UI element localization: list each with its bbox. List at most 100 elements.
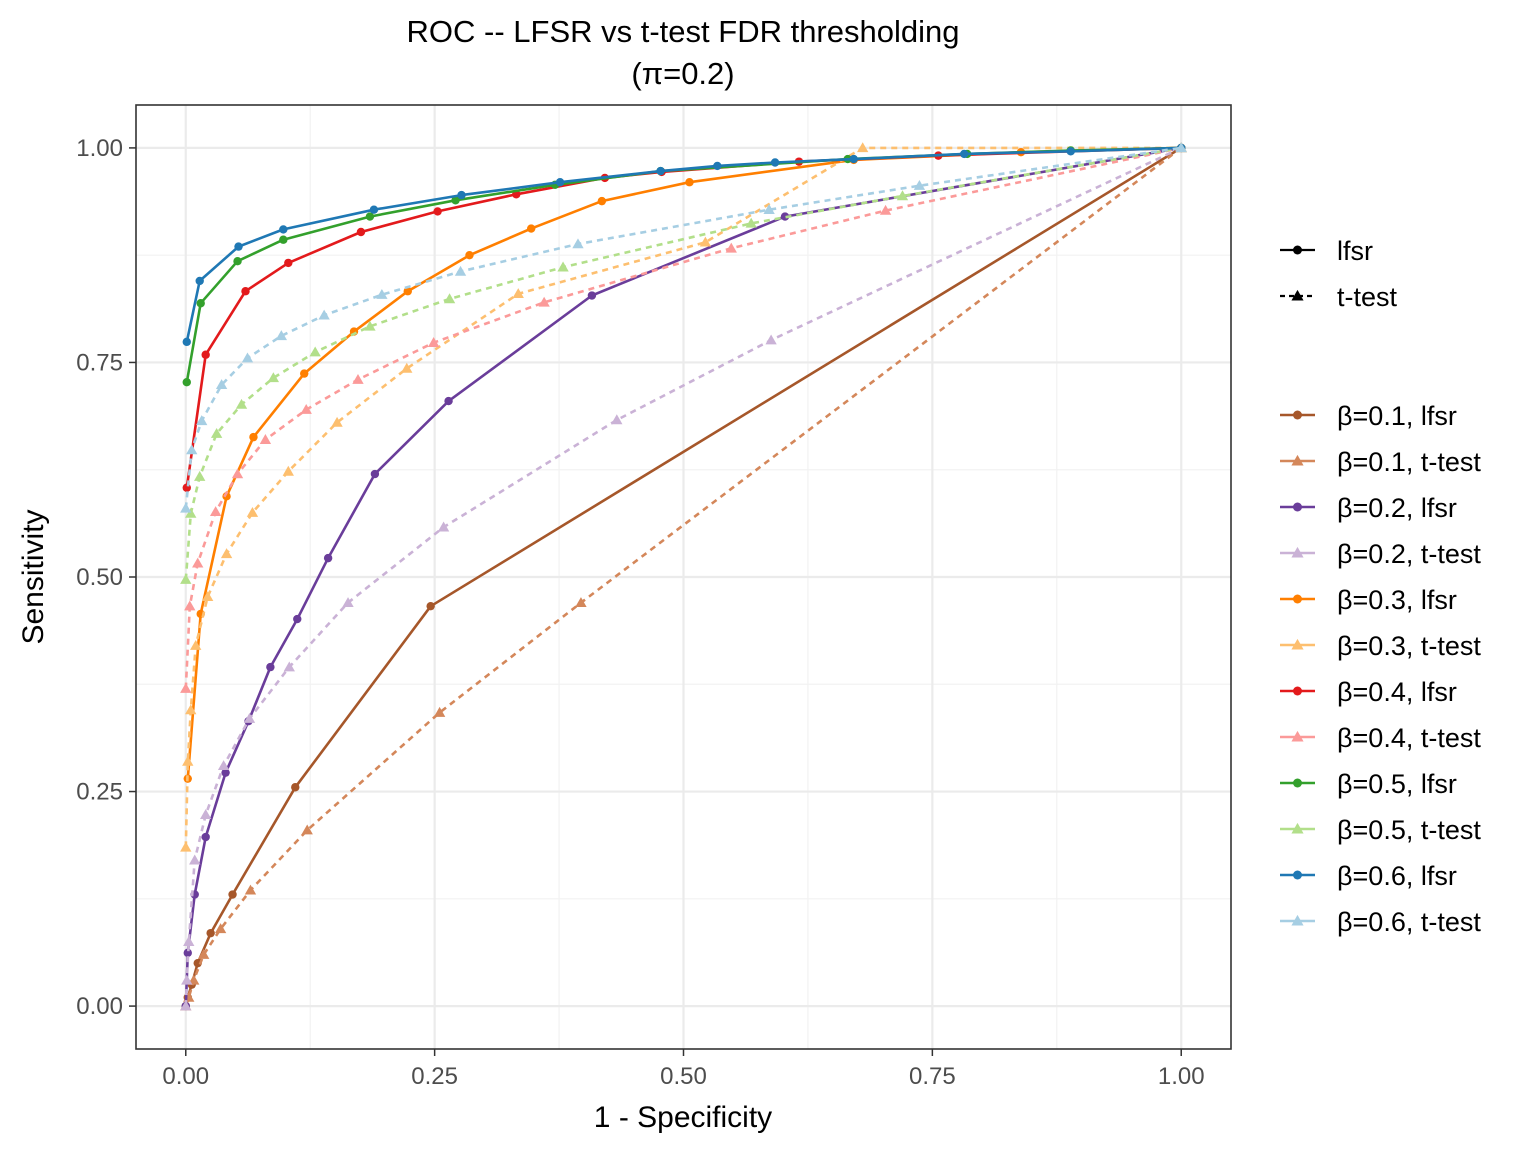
data-point bbox=[249, 432, 258, 442]
data-point bbox=[185, 507, 197, 518]
legend-label: β=0.6, t-test bbox=[1337, 907, 1481, 937]
data-point bbox=[763, 204, 775, 214]
series-11 bbox=[182, 143, 1186, 347]
data-point bbox=[184, 600, 196, 611]
data-point bbox=[194, 470, 206, 481]
data-point bbox=[365, 212, 375, 221]
y-tick-label: 0.00 bbox=[76, 993, 123, 1020]
series-layer bbox=[180, 142, 1187, 1011]
y-tick-label: 0.50 bbox=[76, 564, 123, 591]
data-point bbox=[220, 548, 233, 559]
data-point bbox=[189, 854, 201, 865]
series-8 bbox=[180, 142, 1187, 693]
legend-key-marker bbox=[1291, 638, 1304, 650]
legend-key-marker bbox=[1291, 546, 1304, 558]
data-point bbox=[713, 161, 722, 171]
chart-title: ROC -- LFSR vs t-test FDR thresholding bbox=[407, 14, 960, 49]
data-point bbox=[331, 416, 343, 427]
data-point bbox=[960, 149, 969, 159]
data-point bbox=[282, 465, 294, 476]
data-point bbox=[454, 265, 467, 276]
data-point bbox=[857, 142, 869, 153]
legend-key-marker bbox=[1291, 822, 1304, 834]
data-point bbox=[745, 217, 757, 228]
data-point bbox=[765, 334, 777, 345]
data-point bbox=[572, 238, 584, 249]
data-point bbox=[342, 597, 354, 607]
data-point bbox=[210, 428, 223, 438]
data-point bbox=[587, 291, 597, 300]
x-axis-ticks: 0.00 0.25 0.50 0.75 1.00 bbox=[162, 1049, 1205, 1090]
data-point bbox=[426, 601, 435, 611]
data-point bbox=[575, 597, 587, 607]
x-tick-label: 0.25 bbox=[411, 1063, 458, 1090]
data-point bbox=[196, 299, 205, 308]
legend-label: β=0.5, t-test bbox=[1337, 815, 1481, 845]
legend-label: β=0.5, lfsr bbox=[1337, 769, 1457, 799]
data-point bbox=[201, 350, 210, 359]
data-point bbox=[443, 293, 456, 304]
legend-key-marker bbox=[1291, 730, 1304, 742]
legend-label: β=0.4, t-test bbox=[1337, 723, 1481, 753]
data-point bbox=[206, 928, 215, 938]
data-point bbox=[284, 258, 293, 268]
data-point bbox=[182, 755, 194, 766]
data-point bbox=[451, 196, 460, 205]
legend-key-marker bbox=[1291, 454, 1304, 466]
data-point bbox=[192, 557, 204, 568]
data-point bbox=[195, 276, 204, 286]
y-axis-title: Sensitivity bbox=[17, 509, 50, 644]
legend-key-marker bbox=[1291, 289, 1304, 301]
data-point bbox=[376, 288, 388, 299]
data-point bbox=[597, 196, 607, 206]
data-point bbox=[200, 809, 212, 819]
data-point bbox=[291, 783, 300, 792]
data-point bbox=[182, 377, 191, 387]
data-point bbox=[201, 832, 210, 842]
legend-key-marker bbox=[1293, 686, 1302, 696]
x-axis-title: 1 - Specificity bbox=[594, 1101, 772, 1134]
data-point bbox=[369, 205, 379, 214]
data-point bbox=[770, 158, 780, 167]
data-point bbox=[293, 614, 302, 624]
series-line bbox=[185, 146, 1182, 343]
data-point bbox=[181, 974, 193, 985]
data-point bbox=[202, 591, 214, 601]
data-point bbox=[180, 1000, 192, 1011]
data-point bbox=[180, 573, 192, 584]
data-point bbox=[300, 403, 312, 414]
data-point bbox=[198, 948, 210, 959]
x-tick-label: 0.00 bbox=[162, 1063, 209, 1090]
data-point bbox=[433, 207, 442, 216]
grid-lines bbox=[136, 105, 1231, 1049]
data-point bbox=[437, 521, 450, 532]
y-tick-label: 0.75 bbox=[76, 349, 123, 376]
legend-key-marker bbox=[1293, 502, 1302, 512]
data-point bbox=[370, 469, 380, 479]
data-point bbox=[221, 768, 230, 777]
data-point bbox=[244, 884, 257, 895]
data-point bbox=[283, 661, 295, 672]
data-point bbox=[656, 166, 665, 176]
data-point bbox=[183, 936, 195, 946]
data-point bbox=[185, 704, 197, 715]
data-point bbox=[309, 346, 321, 357]
y-tick-label: 0.25 bbox=[76, 779, 123, 806]
legend-label: lfsr bbox=[1337, 236, 1373, 266]
data-point bbox=[196, 415, 208, 426]
data-point bbox=[228, 890, 237, 899]
legend-label: β=0.1, t-test bbox=[1337, 447, 1481, 477]
legend-label: β=0.3, t-test bbox=[1337, 631, 1481, 661]
data-point bbox=[180, 682, 192, 693]
data-point bbox=[209, 506, 222, 517]
series-line bbox=[184, 146, 1182, 848]
legend-label: β=0.3, lfsr bbox=[1337, 585, 1457, 615]
data-point bbox=[182, 337, 191, 347]
data-point bbox=[1175, 142, 1187, 153]
method-legend: lfsr t-test bbox=[1280, 236, 1398, 312]
legend-label: β=0.2, lfsr bbox=[1337, 493, 1457, 523]
data-point bbox=[699, 236, 712, 247]
data-point bbox=[259, 434, 272, 444]
data-point bbox=[233, 256, 242, 266]
